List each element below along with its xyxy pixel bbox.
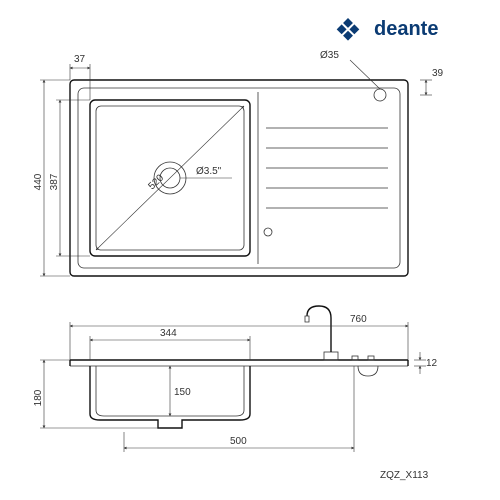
svg-text:Ø3.5": Ø3.5" bbox=[196, 166, 222, 177]
dim-180: 180 bbox=[33, 360, 160, 428]
svg-text:440: 440 bbox=[33, 173, 44, 190]
svg-text:344: 344 bbox=[160, 328, 177, 339]
dim-500: 500 bbox=[124, 366, 354, 452]
svg-text:180: 180 bbox=[33, 389, 44, 406]
dim-760: 760 bbox=[70, 314, 408, 360]
svg-text:520: 520 bbox=[146, 172, 166, 192]
dim-344: 344 bbox=[90, 328, 250, 360]
svg-text:Ø35: Ø35 bbox=[320, 50, 339, 61]
dim-150: 150 bbox=[170, 366, 191, 416]
brand-logo: deante bbox=[337, 18, 439, 41]
svg-text:39: 39 bbox=[432, 68, 444, 79]
svg-text:760: 760 bbox=[350, 314, 367, 325]
svg-text:387: 387 bbox=[49, 173, 60, 190]
svg-text:500: 500 bbox=[230, 436, 247, 447]
dim-37: 37 bbox=[70, 54, 90, 100]
svg-text:12: 12 bbox=[426, 358, 438, 369]
dim-12: 12 bbox=[414, 352, 438, 374]
drainer-lines bbox=[266, 128, 388, 208]
dim-drain-3p5: Ø3.5" bbox=[180, 166, 232, 178]
svg-text:37: 37 bbox=[74, 54, 86, 65]
brand-name: deante bbox=[374, 18, 438, 40]
top-view: 37 Ø35 39 440 387 520 bbox=[33, 50, 444, 276]
dim-39: 39 bbox=[420, 68, 444, 95]
dim-hole-35: Ø35 bbox=[320, 50, 380, 89]
side-view: 344 760 12 180 150 bbox=[33, 306, 438, 452]
svg-text:150: 150 bbox=[174, 387, 191, 398]
model-code: ZQZ_X113 bbox=[380, 470, 429, 481]
technical-drawing: deante 37 bbox=[0, 0, 500, 500]
top-outer-rect bbox=[70, 80, 408, 276]
tap-hole-icon bbox=[374, 89, 386, 101]
top-inner-rect bbox=[78, 88, 400, 268]
faucet-icon bbox=[305, 306, 338, 360]
